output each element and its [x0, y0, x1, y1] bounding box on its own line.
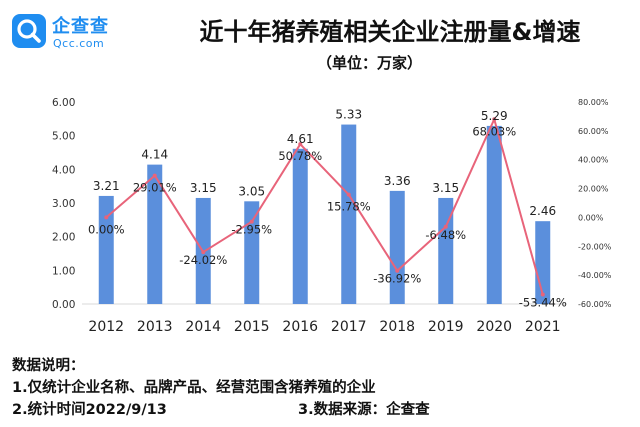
growth-line-series: [104, 117, 545, 297]
bar-value-label: 5.33: [335, 108, 362, 122]
line-value-label: -6.48%: [425, 228, 466, 242]
chart-labels: 0.00 1.00 2.00 3.00 4.00 5.00 6.00 -60.00% -40.0…: [52, 97, 612, 335]
line-point: [249, 219, 254, 224]
combo-chart: 0.00 1.00 2.00 3.00 4.00 5.00 6.00 -60.00% -40.0…: [52, 97, 612, 335]
line-point: [298, 142, 303, 147]
line-point: [201, 250, 206, 255]
left-axis-tick-label: 4.00: [52, 164, 75, 176]
notes-block: 数据说明： 1.仅统计企业名称、品牌产品、经营范围含猪养殖的企业 2.统计时间2…: [12, 355, 632, 421]
x-axis-tick-label: 2021: [525, 319, 561, 335]
right-axis-tick-label: 0.00%: [578, 213, 604, 222]
brand-site: Qcc.com: [53, 37, 105, 50]
left-axis-tick-label: 3.00: [52, 198, 75, 210]
bar: [244, 201, 260, 304]
right-axis-tick-label: 20.00%: [578, 185, 609, 194]
logo-icon: [12, 14, 46, 48]
line-point: [346, 192, 351, 197]
line-value-label: -36.92%: [373, 272, 421, 286]
line-value-label: 15.78%: [327, 200, 371, 214]
line-point: [104, 215, 109, 220]
x-axis-tick-label: 2013: [137, 319, 173, 335]
bar: [486, 125, 502, 304]
x-axis-tick-label: 2014: [185, 319, 221, 335]
line-value-label: 29.01%: [133, 181, 177, 195]
bar-value-label: 3.15: [190, 181, 217, 195]
bar: [389, 190, 405, 304]
right-axis-tick-label: -40.00%: [578, 271, 612, 280]
line-point: [540, 292, 545, 297]
right-axis-tick-label: 60.00%: [578, 127, 609, 136]
bar-value-label: 3.21: [93, 179, 120, 193]
bar: [98, 195, 114, 304]
line-point: [152, 173, 157, 178]
bar-value-label: 4.61: [287, 132, 314, 146]
bar: [292, 148, 308, 304]
line-value-label: 68.03%: [472, 124, 516, 138]
line-point: [443, 224, 448, 229]
notes-line-1: 1.仅统计企业名称、品牌产品、经营范围含猪养殖的企业: [12, 380, 376, 396]
x-axis-tick-label: 2019: [428, 319, 464, 335]
right-axis-tick-label: 80.00%: [578, 98, 609, 107]
left-axis-tick-label: 6.00: [52, 97, 75, 109]
right-axis-tick-label: -20.00%: [578, 242, 612, 251]
bar-value-label: 3.15: [432, 181, 459, 195]
line-value-label: 50.78%: [278, 149, 322, 163]
line-value-label: -53.44%: [519, 296, 567, 310]
x-axis-tick-label: 2015: [234, 319, 270, 335]
x-axis-tick-label: 2017: [331, 319, 367, 335]
line-point: [492, 117, 497, 122]
x-axis-tick-label: 2012: [88, 319, 124, 335]
bar: [438, 197, 454, 304]
line-value-label: -2.95%: [231, 223, 272, 237]
left-axis-tick-label: 2.00: [52, 232, 75, 244]
line-point: [395, 268, 400, 273]
left-axis-tick-label: 5.00: [52, 131, 75, 143]
growth-line: [105, 118, 544, 295]
notes-heading: 数据说明：: [12, 358, 85, 374]
bar: [341, 124, 357, 304]
right-axis-tick-label: 40.00%: [578, 156, 609, 165]
right-axis-tick-label: -60.00%: [578, 300, 612, 309]
bar-value-label: 2.46: [529, 204, 556, 218]
brand-name: 企查查: [52, 16, 109, 37]
bar-value-label: 3.36: [384, 174, 411, 188]
x-axis-tick-label: 2016: [282, 319, 318, 335]
left-axis-tick-label: 0.00: [52, 299, 75, 311]
bar: [147, 164, 163, 304]
bar-value-label: 3.05: [238, 184, 265, 198]
chart-title: 近十年猪养殖相关企业注册量&增速: [199, 18, 581, 46]
notes-line-3: 3.数据来源：企查查: [298, 402, 430, 418]
bar-value-label: 5.29: [481, 109, 508, 123]
line-value-label: 0.00%: [88, 222, 125, 236]
left-axis-tick-label: 1.00: [52, 265, 75, 277]
bar-value-label: 4.14: [141, 148, 168, 162]
x-axis-tick-label: 2020: [476, 319, 512, 335]
line-value-label: -24.02%: [179, 253, 227, 267]
notes-line-2: 2.统计时间2022/9/13: [12, 402, 167, 418]
chart-subtitle: （单位：万家）: [316, 54, 422, 72]
x-axis-tick-label: 2018: [379, 319, 415, 335]
brand-logo: 企查查 Qcc.com: [12, 10, 130, 54]
